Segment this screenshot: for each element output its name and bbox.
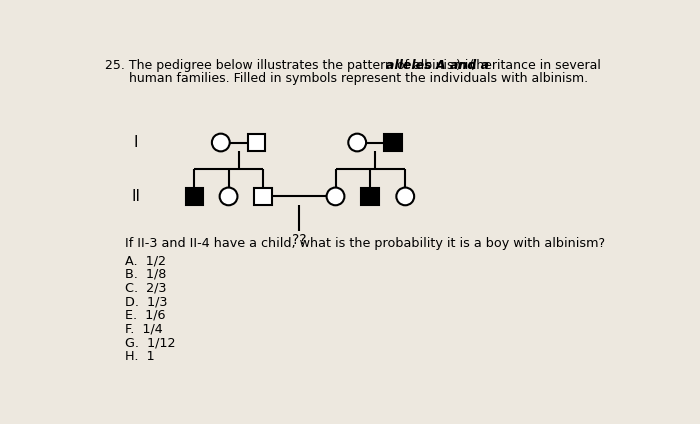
Bar [384,134,402,151]
Bar [253,187,272,205]
Circle shape [212,134,230,151]
Circle shape [220,187,237,205]
Circle shape [349,134,366,151]
Text: F.  1/4: F. 1/4 [125,323,162,336]
Bar [186,187,204,205]
Text: 25. The pedigree below illustrates the pattern of albinism (: 25. The pedigree below illustrates the p… [104,59,474,72]
Text: I: I [133,135,138,150]
Text: D.  1/3: D. 1/3 [125,295,167,308]
Text: alleles A and a: alleles A and a [386,59,489,72]
Text: ) inheritance in several: ) inheritance in several [456,59,601,72]
Text: If II-3 and II-4 have a child, what is the probability it is a boy with albinism: If II-3 and II-4 have a child, what is t… [125,237,605,250]
Text: human families. Filled in symbols represent the individuals with albinism.: human families. Filled in symbols repres… [104,72,588,85]
Bar [248,134,265,151]
Circle shape [396,187,414,205]
Bar [360,187,379,205]
Text: II: II [131,189,140,204]
Text: B.  1/8: B. 1/8 [125,268,166,281]
Text: E.  1/6: E. 1/6 [125,309,165,322]
Text: G.  1/12: G. 1/12 [125,336,175,349]
Text: H.  1: H. 1 [125,350,154,363]
Text: ??: ?? [292,233,307,247]
Circle shape [327,187,344,205]
Text: C.  2/3: C. 2/3 [125,282,166,295]
Text: A.  1/2: A. 1/2 [125,254,166,267]
